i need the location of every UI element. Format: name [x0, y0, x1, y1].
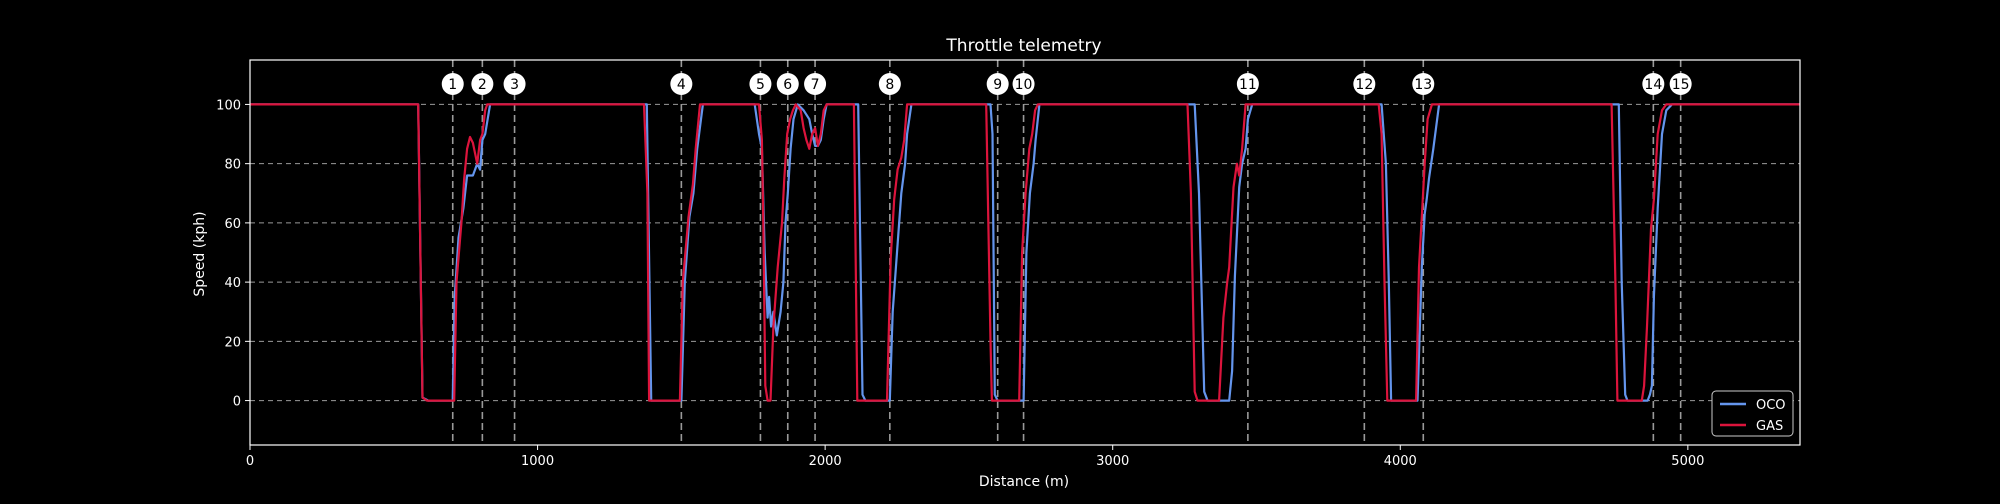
corner-label: 9 — [993, 77, 1002, 93]
corner-label: 8 — [885, 77, 894, 93]
corner-label: 12 — [1355, 77, 1373, 93]
corner-label: 2 — [478, 77, 487, 93]
x-tick-label: 1000 — [521, 454, 554, 469]
x-tick-label: 5000 — [1671, 454, 1704, 469]
corner-label: 6 — [783, 77, 792, 93]
corner-label: 5 — [756, 77, 765, 93]
y-tick-label: 20 — [224, 335, 241, 350]
corner-label: 4 — [677, 77, 686, 93]
corner-label: 15 — [1672, 77, 1690, 93]
legend-label-oco: OCO — [1756, 398, 1786, 413]
corner-marker-circle — [670, 73, 693, 95]
x-tick-label: 4000 — [1384, 454, 1417, 469]
corner-marker-circle — [1412, 73, 1435, 95]
corner-marker-circle — [503, 73, 526, 95]
corner-label: 7 — [811, 77, 820, 93]
y-tick-label: 100 — [216, 98, 241, 113]
series-line-oco — [250, 103, 1800, 402]
corner-marker-circle — [804, 73, 827, 95]
chart-title: Throttle telemetry — [945, 36, 1101, 56]
y-tick-label: 40 — [224, 276, 241, 291]
corner-label: 14 — [1644, 77, 1662, 93]
corner-marker-circle — [986, 73, 1009, 95]
legend-label-gas: GAS — [1756, 419, 1783, 434]
y-tick-label: 60 — [224, 217, 241, 232]
y-tick-label: 80 — [224, 158, 241, 173]
x-tick-label: 3000 — [1096, 454, 1129, 469]
y-tick-label: 0 — [233, 395, 241, 410]
corner-marker-circle — [749, 73, 772, 95]
corner-label: 1 — [448, 77, 457, 93]
corner-marker-circle — [1642, 73, 1665, 95]
corner-marker-circle — [878, 73, 901, 95]
legend: OCO GAS — [1711, 390, 1794, 437]
x-axis-label: Distance (m) — [979, 474, 1069, 490]
corner-marker-circle — [1012, 73, 1035, 95]
corner-label: 10 — [1015, 77, 1033, 93]
corner-marker-circle — [1353, 73, 1376, 95]
corner-marker-circle — [471, 73, 494, 95]
plot-frame — [249, 59, 1801, 446]
x-tick-label: 0 — [246, 454, 254, 469]
axes: 0 1000 2000 3000 4000 5000 0 20 40 60 80 100 — [216, 59, 1801, 469]
corner-marker-circle — [441, 73, 464, 95]
series-lines — [250, 103, 1800, 402]
series-line-gas — [250, 103, 1800, 402]
y-axis-label: Speed (kph) — [192, 211, 208, 296]
corner-marker-circle — [1236, 73, 1259, 95]
corner-label: 11 — [1239, 77, 1257, 93]
corner-label: 3 — [510, 77, 519, 93]
x-tick-label: 2000 — [809, 454, 842, 469]
corner-label: 13 — [1414, 77, 1432, 93]
corner-marker-circle — [1669, 73, 1692, 95]
corner-marker-circle — [776, 73, 799, 95]
